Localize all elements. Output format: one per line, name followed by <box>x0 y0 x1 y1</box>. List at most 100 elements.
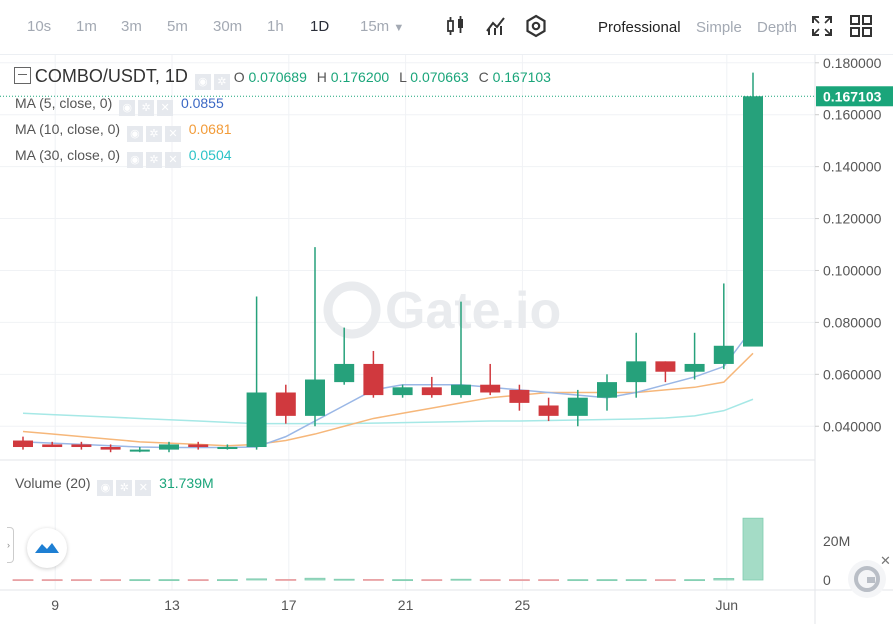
sidebar-toggle[interactable]: › <box>7 527 14 563</box>
mode-professional[interactable]: Professional <box>598 19 681 36</box>
timeframe-1m[interactable]: 1m <box>76 18 97 35</box>
open-value: 0.070689 <box>248 69 307 85</box>
candle-body <box>129 449 150 452</box>
close-icon[interactable]: ✕ <box>164 126 181 142</box>
ma5-line <box>22 327 754 449</box>
volume-bar <box>508 579 530 582</box>
candle <box>13 436 33 450</box>
timeframe-1h[interactable]: 1h <box>267 18 284 35</box>
cloud-icon <box>35 543 59 553</box>
high-value: 0.176200 <box>330 69 390 85</box>
fullscreen-icon[interactable] <box>810 14 834 38</box>
indicator-icon[interactable] <box>484 14 508 38</box>
candle-body <box>567 397 588 416</box>
volume-bar <box>246 578 268 581</box>
timeframe-1d[interactable]: 1D <box>310 18 330 35</box>
legend-ma5: MA (5, close, 0) ◉ ✲ ✕ 0.0855 <box>15 95 224 116</box>
volume-tick-label: 0 <box>823 572 831 588</box>
volume-bar <box>713 578 735 581</box>
gate-logo-icon <box>854 566 880 592</box>
timeframe-dropdown-label: 15m <box>360 18 390 35</box>
close-icon[interactable]: ✕ <box>157 100 174 116</box>
time-tick-label: 9 <box>51 597 59 613</box>
candle <box>100 444 121 453</box>
gear-icon[interactable]: ✲ <box>145 152 162 168</box>
last-price-label: 0.167103 <box>823 88 882 104</box>
eye-icon[interactable]: ◉ <box>97 480 114 496</box>
chart-grid <box>0 55 815 590</box>
time-tick-label: 25 <box>515 597 531 613</box>
candle-body <box>684 363 705 372</box>
candle <box>71 441 92 450</box>
ma10-label: MA (10, close, 0) <box>15 121 121 137</box>
mode-depth[interactable]: Depth <box>757 19 798 36</box>
mode-simple[interactable]: Simple <box>696 19 742 36</box>
price-chart[interactable]: Gate.io 0.180000 0.160000 0.140000 0.120000… <box>0 55 893 624</box>
time-tick-label: 13 <box>164 597 180 613</box>
candle <box>305 247 325 427</box>
candle <box>451 301 471 398</box>
last-price-badge <box>816 86 893 107</box>
volume-bar <box>742 517 764 581</box>
candle-body <box>217 447 238 450</box>
theme-toggle-button[interactable] <box>27 528 67 568</box>
timeframe-3m[interactable]: 3m <box>121 18 142 35</box>
watermark: Gate.io <box>323 281 561 340</box>
candle <box>743 72 763 347</box>
candle <box>159 441 179 453</box>
timeframe-10s[interactable]: 10s <box>27 18 52 35</box>
candle-body <box>713 345 734 364</box>
candle-body <box>363 363 384 396</box>
close-icon[interactable]: ✕ <box>164 152 181 168</box>
candle-body <box>159 444 179 450</box>
volume-bar <box>421 579 443 582</box>
gear-icon[interactable]: ✲ <box>213 74 230 90</box>
grid-layout-icon[interactable] <box>849 14 873 38</box>
candle-body <box>275 392 296 416</box>
eye-icon[interactable]: ◉ <box>194 74 211 90</box>
high-label: H <box>316 69 327 85</box>
candle <box>334 327 355 385</box>
candle-body <box>597 382 617 398</box>
settings-icon[interactable] <box>524 14 548 38</box>
collapse-icon[interactable] <box>14 67 31 84</box>
ma10-path <box>22 352 754 447</box>
candle-body <box>42 444 63 448</box>
candle-body <box>743 96 763 347</box>
volume-bar <box>216 579 238 582</box>
volume-bar <box>333 578 355 581</box>
eye-icon[interactable]: ◉ <box>126 152 143 168</box>
candle <box>684 332 705 380</box>
candle <box>567 389 588 427</box>
candle <box>392 384 413 398</box>
gear-icon[interactable]: ✲ <box>138 100 155 116</box>
price-tick-label: 0.040000 <box>823 418 882 434</box>
close-label: C <box>478 69 489 85</box>
gate-logo-button[interactable] <box>848 560 886 598</box>
eye-icon[interactable]: ◉ <box>119 100 136 116</box>
gear-icon[interactable]: ✲ <box>145 126 162 142</box>
candle-body <box>392 387 413 396</box>
gear-icon[interactable]: ✲ <box>116 480 133 496</box>
candle-body <box>480 384 501 393</box>
ma30-line <box>22 398 754 425</box>
candle <box>480 363 501 396</box>
timeframe-30m[interactable]: 30m <box>213 18 243 35</box>
ma30-path <box>22 398 754 425</box>
candle-body <box>451 384 471 396</box>
eye-icon[interactable]: ◉ <box>126 126 143 142</box>
ma5-label: MA (5, close, 0) <box>15 95 113 111</box>
volume-tick-label: 20M <box>823 533 850 549</box>
candle-body <box>626 361 647 383</box>
volume-bar <box>596 579 618 582</box>
close-icon[interactable]: ✕ <box>135 480 152 496</box>
timeframe-5m[interactable]: 5m <box>167 18 188 35</box>
volume-bar <box>684 579 705 582</box>
close-icon[interactable]: ✕ <box>880 553 891 568</box>
time-tick-label: Jun <box>716 597 739 613</box>
timeframe-dropdown[interactable]: 15m ▼ <box>360 18 404 35</box>
candle <box>655 361 676 383</box>
time-tick-label: 17 <box>281 597 297 613</box>
price-tick-label: 0.120000 <box>823 211 882 227</box>
candle-type-icon[interactable] <box>444 14 468 38</box>
